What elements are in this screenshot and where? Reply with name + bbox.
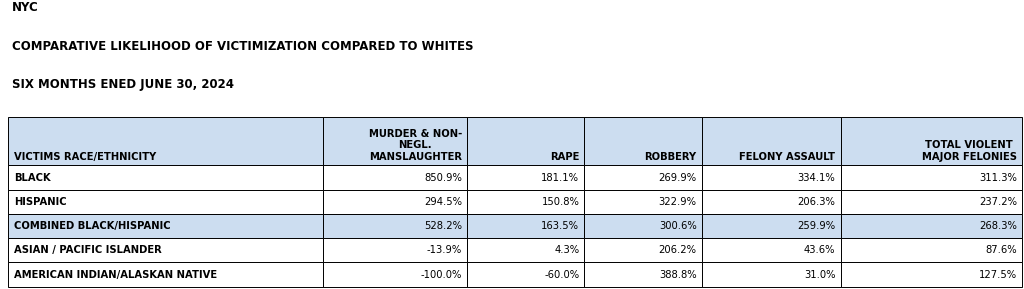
Bar bbox=[8, 214, 323, 238]
Text: TOTAL VIOLENT
MAJOR FELONIES: TOTAL VIOLENT MAJOR FELONIES bbox=[922, 140, 1017, 162]
Bar bbox=[8, 262, 323, 287]
Text: MURDER & NON-
NEGL.
MANSLAUGHTER: MURDER & NON- NEGL. MANSLAUGHTER bbox=[369, 129, 462, 162]
Text: 87.6%: 87.6% bbox=[985, 245, 1017, 255]
Bar bbox=[585, 214, 701, 238]
Bar bbox=[841, 238, 1022, 262]
Text: 181.1%: 181.1% bbox=[542, 173, 580, 183]
Bar bbox=[701, 262, 841, 287]
Bar bbox=[701, 165, 841, 190]
Bar bbox=[323, 117, 467, 165]
Text: SIX MONTHS ENED JUNE 30, 2024: SIX MONTHS ENED JUNE 30, 2024 bbox=[12, 78, 234, 91]
Bar bbox=[8, 238, 323, 262]
Bar bbox=[701, 238, 841, 262]
Bar bbox=[701, 117, 841, 165]
Text: 294.5%: 294.5% bbox=[424, 197, 462, 207]
Text: COMPARATIVE LIKELIHOOD OF VICTIMIZATION COMPARED TO WHITES: COMPARATIVE LIKELIHOOD OF VICTIMIZATION … bbox=[12, 40, 474, 53]
Text: 322.9%: 322.9% bbox=[658, 197, 696, 207]
Text: 268.3%: 268.3% bbox=[979, 221, 1017, 231]
Text: -13.9%: -13.9% bbox=[427, 245, 462, 255]
Text: -60.0%: -60.0% bbox=[544, 270, 580, 279]
Bar bbox=[323, 262, 467, 287]
Text: 269.9%: 269.9% bbox=[658, 173, 696, 183]
Bar bbox=[841, 262, 1022, 287]
Text: FELONY ASSAULT: FELONY ASSAULT bbox=[739, 152, 836, 162]
Bar bbox=[323, 214, 467, 238]
Bar bbox=[841, 214, 1022, 238]
Text: 150.8%: 150.8% bbox=[542, 197, 580, 207]
Text: BLACK: BLACK bbox=[14, 173, 51, 183]
Bar bbox=[323, 238, 467, 262]
Bar bbox=[585, 262, 701, 287]
Bar bbox=[841, 117, 1022, 165]
Bar bbox=[585, 238, 701, 262]
Text: ASIAN / PACIFIC ISLANDER: ASIAN / PACIFIC ISLANDER bbox=[14, 245, 162, 255]
Bar bbox=[467, 190, 585, 214]
Text: -100.0%: -100.0% bbox=[421, 270, 462, 279]
Text: 259.9%: 259.9% bbox=[798, 221, 836, 231]
Bar bbox=[585, 165, 701, 190]
Text: 528.2%: 528.2% bbox=[424, 221, 462, 231]
Bar bbox=[8, 117, 323, 165]
Bar bbox=[585, 117, 701, 165]
Bar bbox=[323, 190, 467, 214]
Text: 237.2%: 237.2% bbox=[979, 197, 1017, 207]
Bar bbox=[841, 190, 1022, 214]
Bar bbox=[8, 165, 323, 190]
Bar bbox=[467, 262, 585, 287]
Text: HISPANIC: HISPANIC bbox=[14, 197, 67, 207]
Text: VICTIMS RACE/ETHNICITY: VICTIMS RACE/ETHNICITY bbox=[14, 152, 157, 162]
Bar bbox=[841, 165, 1022, 190]
Bar bbox=[323, 165, 467, 190]
Text: 311.3%: 311.3% bbox=[979, 173, 1017, 183]
Text: 850.9%: 850.9% bbox=[424, 173, 462, 183]
Bar bbox=[585, 190, 701, 214]
Text: 43.6%: 43.6% bbox=[804, 245, 836, 255]
Text: COMBINED BLACK/HISPANIC: COMBINED BLACK/HISPANIC bbox=[14, 221, 171, 231]
Text: RAPE: RAPE bbox=[550, 152, 580, 162]
Bar bbox=[701, 190, 841, 214]
Text: 4.3%: 4.3% bbox=[554, 245, 580, 255]
Text: 334.1%: 334.1% bbox=[798, 173, 836, 183]
Bar bbox=[467, 117, 585, 165]
Text: AMERICAN INDIAN/ALASKAN NATIVE: AMERICAN INDIAN/ALASKAN NATIVE bbox=[14, 270, 217, 279]
Text: ROBBERY: ROBBERY bbox=[644, 152, 696, 162]
Text: 206.3%: 206.3% bbox=[798, 197, 836, 207]
Text: 388.8%: 388.8% bbox=[659, 270, 696, 279]
Bar bbox=[467, 214, 585, 238]
Bar bbox=[467, 165, 585, 190]
Text: 127.5%: 127.5% bbox=[979, 270, 1017, 279]
Bar bbox=[701, 214, 841, 238]
Text: 300.6%: 300.6% bbox=[659, 221, 696, 231]
Bar bbox=[8, 190, 323, 214]
Text: NYC: NYC bbox=[12, 1, 39, 14]
Text: 163.5%: 163.5% bbox=[542, 221, 580, 231]
Text: 31.0%: 31.0% bbox=[804, 270, 836, 279]
Text: 206.2%: 206.2% bbox=[658, 245, 696, 255]
Bar bbox=[467, 238, 585, 262]
